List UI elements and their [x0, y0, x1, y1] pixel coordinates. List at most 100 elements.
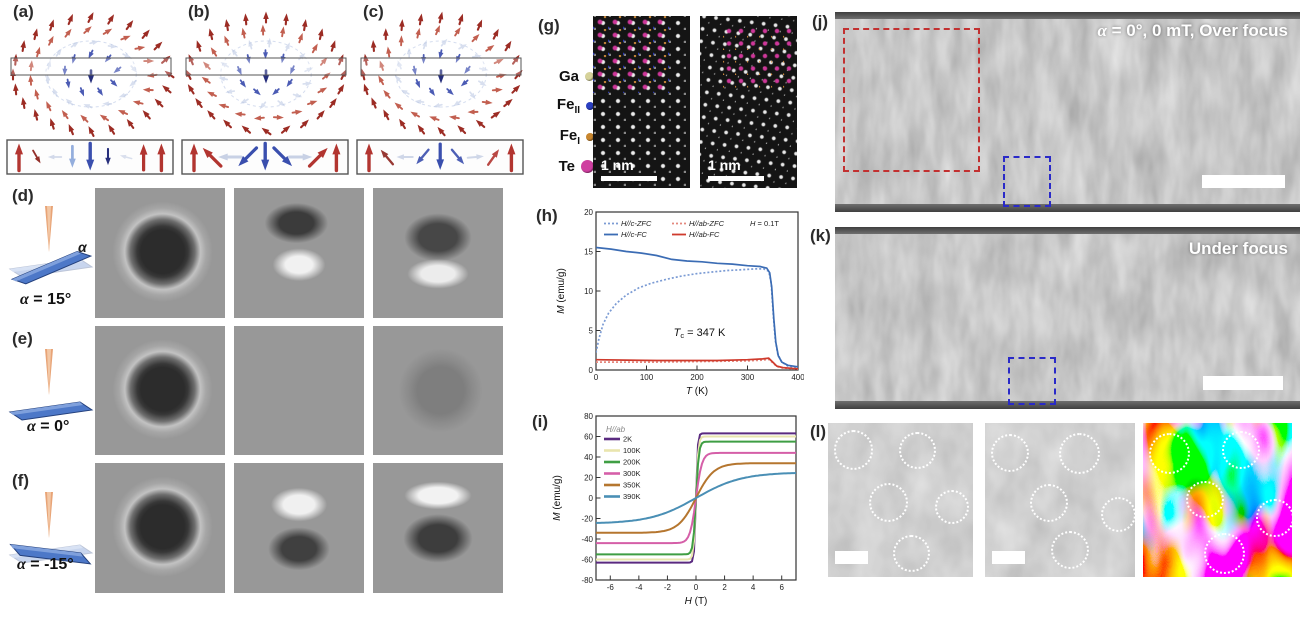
- series-H//ab-FC: [596, 357, 798, 370]
- spin-arrow: [119, 154, 133, 160]
- panel-i-label: (i): [532, 412, 549, 431]
- sample-slab: [10, 250, 93, 285]
- spin-arrow: [406, 47, 412, 58]
- spin-arrow: [286, 78, 293, 88]
- ltem-sim-cell: [234, 325, 364, 456]
- spin-arrow: [454, 27, 461, 37]
- spin-arrow: [490, 111, 501, 119]
- spin-arrow: [415, 78, 421, 89]
- ltem-sim-cell: [234, 463, 364, 593]
- y-tick-label: -20: [581, 514, 593, 523]
- spin-arrow: [307, 147, 328, 168]
- spin-arrow: [307, 100, 318, 106]
- panel-d-alpha: α = 15°: [20, 291, 72, 308]
- legend-label: 200K: [623, 458, 641, 467]
- spin-arrow: [48, 19, 55, 31]
- spin-arrow: [102, 101, 113, 107]
- scale-bar: [708, 176, 764, 181]
- spin-arrow: [129, 79, 137, 87]
- spin-arrow: [446, 88, 454, 96]
- spin-arrow: [189, 143, 199, 173]
- spin-arrow: [61, 110, 69, 120]
- stem-image-1: 1 nm: [593, 16, 690, 188]
- atom-label: Ga: [558, 68, 579, 85]
- spin-arrow: [261, 127, 272, 136]
- y-tick-label: 20: [584, 473, 593, 482]
- spin-arrow: [132, 100, 144, 106]
- y-tick-label: -80: [581, 576, 593, 585]
- y-tick-label: -40: [581, 535, 593, 544]
- spin-arrow: [436, 142, 445, 170]
- spin-arrow: [21, 97, 27, 109]
- scale-bar: [601, 176, 657, 181]
- spin-arrow: [437, 69, 445, 84]
- spin-arrow: [475, 119, 486, 129]
- spin-arrow: [437, 11, 444, 24]
- roi-box-red: [843, 28, 980, 172]
- spin-arrow: [260, 24, 266, 36]
- spin-arrow: [99, 114, 110, 122]
- mt-chart-svg: 0 100 200 300 400 0 5 10 15 20 T (K) M (emu/g) H//c-…: [556, 208, 804, 397]
- ltem-sim-cell: [373, 325, 503, 456]
- spin-arrow: [207, 91, 217, 98]
- spin-arrow: [65, 78, 71, 89]
- skyrmion-marker-circle: [1256, 499, 1292, 537]
- atom-label: FeI: [559, 127, 580, 147]
- legend-label: 350K: [623, 481, 641, 490]
- spin-arrow: [45, 74, 51, 84]
- spin-arrow: [448, 115, 460, 121]
- spin-arrow: [329, 98, 337, 108]
- spin-arrow: [125, 20, 134, 31]
- spin-arrow: [46, 101, 52, 112]
- x-tick-label: -4: [635, 583, 643, 592]
- spin-arrow: [87, 12, 94, 23]
- electron-beam-icon: [45, 349, 53, 395]
- spin-arrow: [102, 28, 113, 35]
- y-tick-label: 0: [589, 494, 594, 503]
- spin-arrow: [83, 26, 92, 34]
- spin-arrow: [457, 13, 464, 26]
- spin-arrow: [120, 35, 131, 41]
- panel-d-label: (d): [12, 186, 34, 205]
- sample-slab: [9, 543, 92, 565]
- spin-arrow: [67, 13, 73, 26]
- mh-chart: -6 -4 -2 0 2 4 6 -80 -60 -40 -20 0 20 40 60 80 H (T) M (e…: [550, 408, 804, 620]
- spin-arrow: [108, 124, 116, 135]
- legend-item-FeII: FeII: [520, 96, 594, 116]
- spin-arrow: [394, 102, 404, 110]
- spin-arrow: [130, 65, 138, 73]
- panel-b: (b): [180, 0, 352, 180]
- cross-section-strip: [181, 139, 349, 175]
- field-note: H = 0.1T: [750, 219, 779, 228]
- spin-arrow: [240, 98, 249, 104]
- spin-arrow: [337, 84, 345, 95]
- sample-slab: [8, 401, 94, 421]
- spin-arrow: [364, 143, 374, 173]
- spin-arrow: [290, 65, 296, 75]
- spin-arrow: [438, 49, 444, 59]
- spin-arrow: [33, 108, 39, 121]
- spin-arrow: [122, 53, 132, 59]
- spin-arrow: [277, 100, 286, 107]
- spin-arrow: [89, 40, 99, 46]
- stem-atom-legend: Ga FeII FeI Te: [520, 68, 594, 186]
- spin-arrow: [272, 88, 280, 96]
- spin-arrow: [469, 91, 476, 100]
- atom-overlay-dots: [593, 16, 671, 94]
- skyrmion-marker-circle: [833, 430, 874, 470]
- spin-arrow: [143, 58, 155, 64]
- spin-arrow: [32, 28, 39, 41]
- panel-a-label: (a): [13, 2, 34, 21]
- spin-arrow: [450, 148, 465, 165]
- spin-arrow: [153, 41, 163, 51]
- y-tick-label: -60: [581, 555, 593, 564]
- skyrmion-marker-circle: [1221, 431, 1260, 470]
- spin-arrow: [433, 102, 443, 108]
- spin-arrow: [301, 19, 308, 32]
- scale-label: 1 nm: [601, 157, 634, 173]
- spin-arrow: [253, 88, 261, 96]
- spin-arrow: [70, 41, 79, 48]
- spin-arrow: [14, 143, 24, 173]
- spin-arrow: [218, 76, 229, 82]
- spin-arrow: [416, 148, 430, 165]
